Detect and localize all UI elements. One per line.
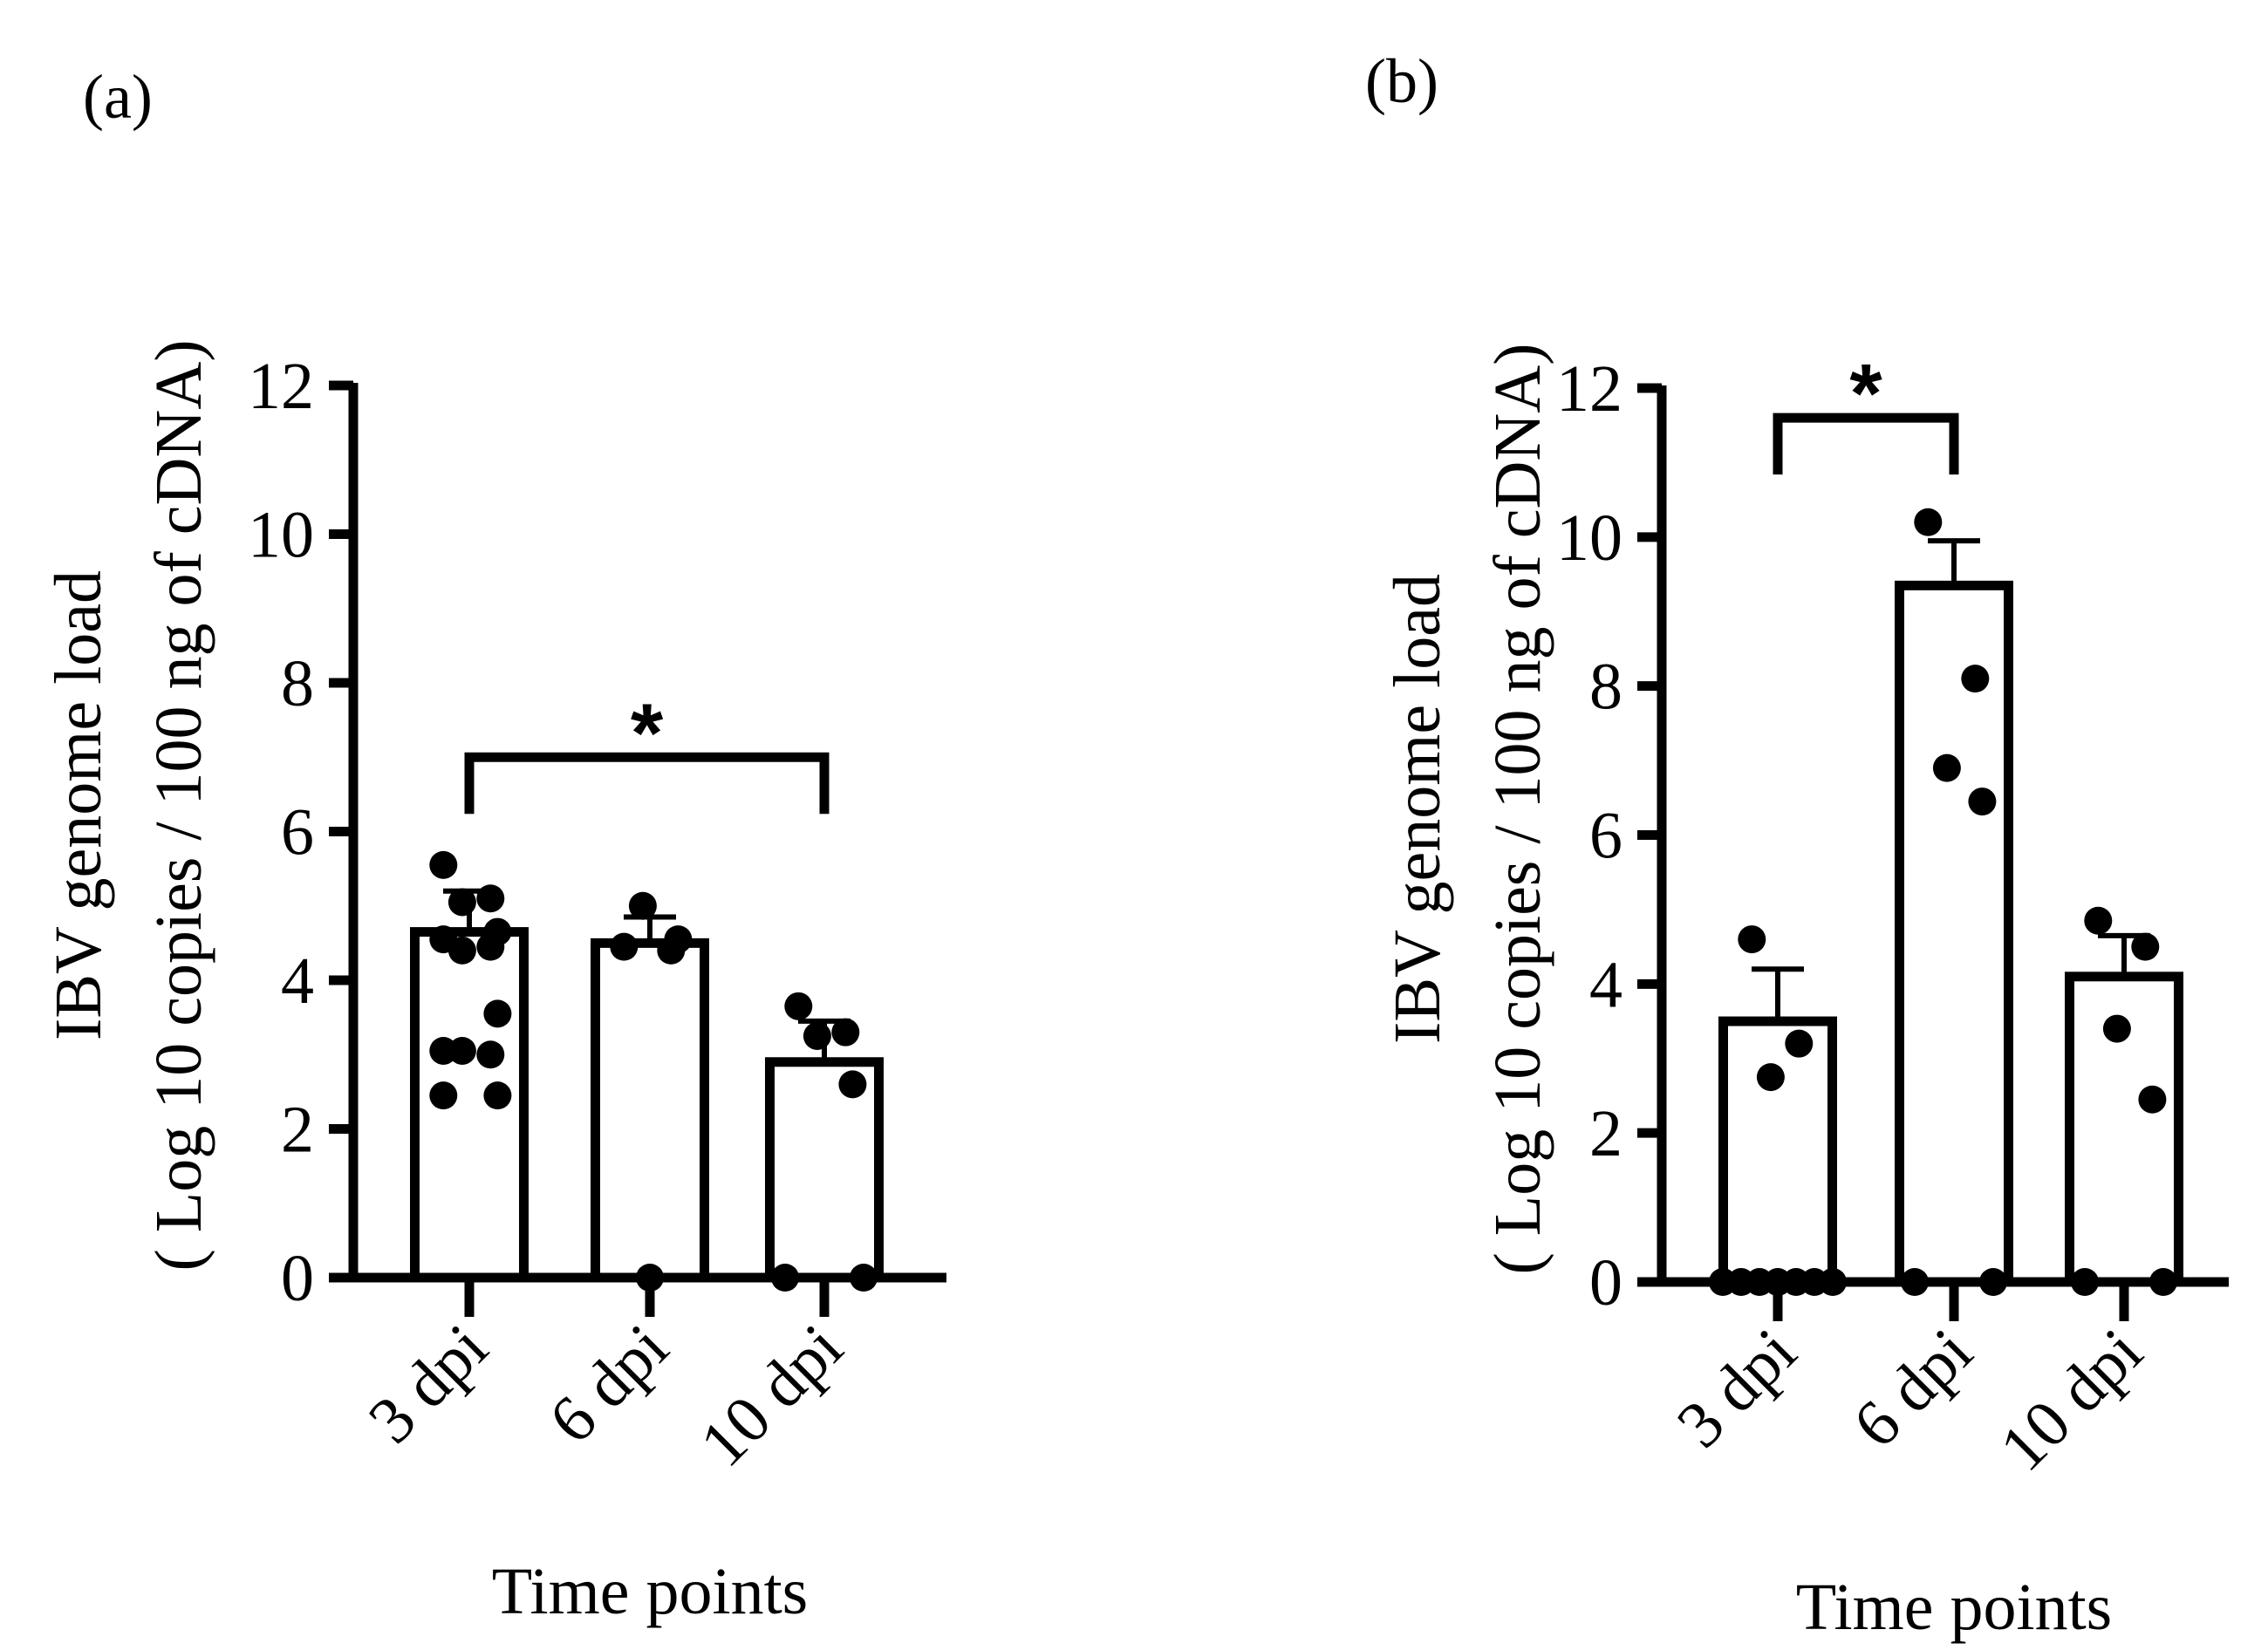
data-point — [447, 888, 476, 917]
data-point — [803, 1021, 831, 1050]
x-tick-label: 3 dpi — [355, 1311, 502, 1457]
data-point — [476, 1040, 505, 1069]
bar-10-dpi — [765, 1057, 884, 1283]
data-point — [1932, 753, 1961, 782]
data-point — [429, 1081, 458, 1110]
y-tick-label: 6 — [1589, 800, 1622, 873]
data-point — [476, 884, 505, 913]
bar-3-dpi — [1718, 1016, 1837, 1287]
panel-label: (b) — [1365, 46, 1438, 116]
data-point — [1961, 665, 1990, 693]
panel-label: (a) — [83, 62, 153, 132]
bar-6-dpi — [591, 938, 709, 1283]
y-tick-label: 12 — [248, 350, 314, 423]
data-point — [1756, 1063, 1785, 1092]
y-tick-label: 0 — [281, 1242, 314, 1315]
y-tick-label: 8 — [1589, 651, 1622, 724]
data-point — [429, 850, 458, 879]
y-tick-label: 12 — [1556, 352, 1622, 426]
x-tick-label: 6 dpi — [1840, 1315, 1986, 1462]
y-tick-label: 2 — [1589, 1097, 1622, 1170]
data-point — [2084, 906, 2113, 935]
data-point — [483, 999, 512, 1028]
chart-panel-b: (b) 0 2 4 6 8 10 12 3 dpi 6 dpi 10 dpi IBV genome l… — [1365, 46, 2229, 1644]
y-axis-title: IBV genome load — [1381, 574, 1454, 1044]
data-point — [838, 1070, 867, 1099]
x-tick-label: 10 dpi — [687, 1311, 857, 1481]
y-tick-label: 6 — [281, 796, 314, 869]
y-tick-label: 8 — [281, 647, 314, 720]
data-point — [610, 932, 639, 961]
data-point — [628, 891, 657, 920]
y-axis-subtitle: ( Log 10 copies / 100 ng of cDNA) — [1481, 343, 1554, 1274]
data-point — [1914, 508, 1943, 536]
y-tick-label: 2 — [281, 1094, 314, 1167]
chart-panel-a: (a) 0 2 4 6 8 10 12 3 dpi 6 dpi 10 dpi IBV genome l… — [42, 62, 946, 1628]
data-point — [831, 1018, 860, 1047]
y-tick-label: 10 — [1556, 501, 1622, 575]
data-point — [476, 932, 505, 961]
data-point — [1785, 1029, 1814, 1058]
significance-bracket — [464, 752, 830, 815]
x-tick-label: 10 dpi — [1986, 1315, 2156, 1485]
y-axis-title: IBV genome load — [42, 570, 115, 1040]
y-tick-label: 4 — [1589, 948, 1622, 1021]
significance-marker: * — [1849, 347, 1882, 440]
significance-marker: * — [631, 686, 664, 780]
data-point — [2102, 1014, 2131, 1043]
x-axis-title: Time points — [492, 1555, 809, 1628]
x-axis-title: Time points — [1796, 1571, 2113, 1644]
data-point — [1968, 788, 1997, 816]
y-tick-label: 0 — [1589, 1246, 1622, 1319]
bar-6-dpi — [1895, 580, 2013, 1287]
data-point — [2131, 932, 2160, 961]
data-point — [447, 1036, 476, 1065]
y-tick-label: 10 — [248, 499, 314, 572]
significance-bracket — [1773, 412, 1959, 475]
x-tick-label: 3 dpi — [1663, 1315, 1810, 1462]
data-point — [1738, 925, 1766, 954]
data-point — [483, 1081, 512, 1110]
data-point — [447, 936, 476, 965]
y-tick-label: 4 — [281, 944, 314, 1018]
data-point — [784, 992, 813, 1020]
data-point — [664, 925, 693, 954]
x-tick-label: 6 dpi — [536, 1311, 682, 1457]
data-point — [2138, 1085, 2167, 1114]
y-axis-subtitle: ( Log 10 copies / 100 ng of cDNA) — [142, 339, 215, 1271]
